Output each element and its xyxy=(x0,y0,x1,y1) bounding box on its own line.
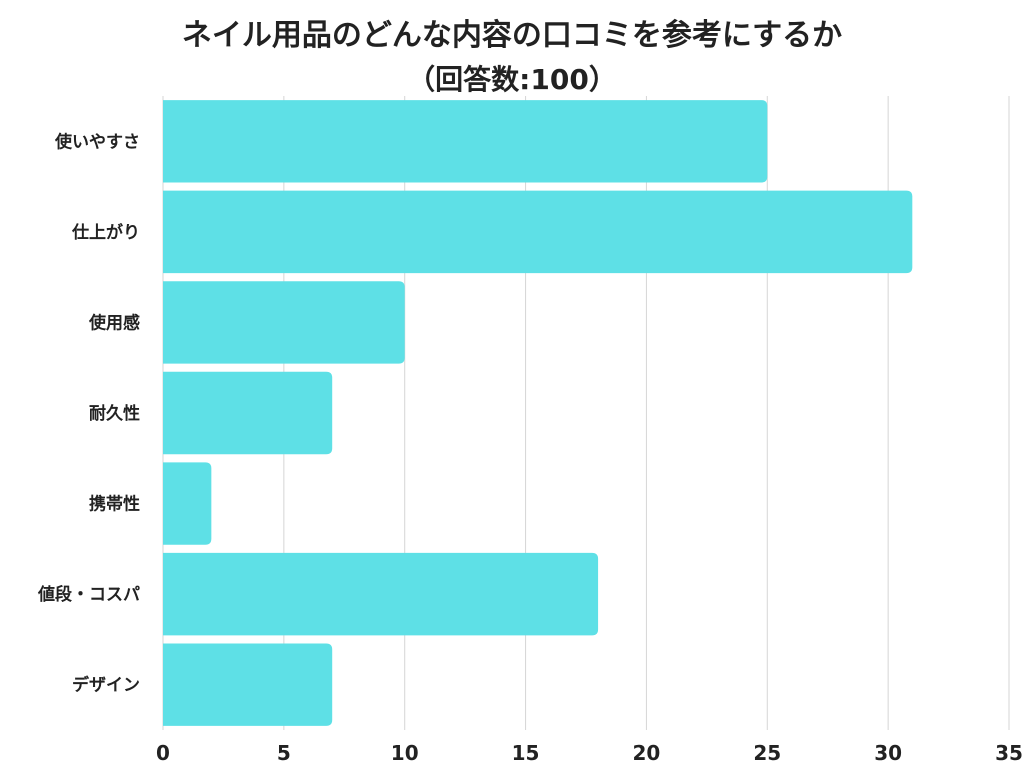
x-tick-label: 10 xyxy=(391,741,419,765)
chart-title: ネイル用品のどんな内容の口コミを参考にするか xyxy=(181,18,843,53)
x-axis: 0 5 10 15 20 25 30 35 xyxy=(156,741,1023,765)
x-tick-label: 0 xyxy=(156,741,170,765)
bar xyxy=(163,643,333,726)
bars xyxy=(163,100,913,726)
category-label: 耐久性 xyxy=(89,403,140,424)
bar xyxy=(163,552,599,636)
bar xyxy=(163,281,405,364)
category-label: 携帯性 xyxy=(89,494,140,515)
x-tick-label: 25 xyxy=(753,741,781,765)
category-label: 使用感 xyxy=(88,312,140,333)
bar xyxy=(163,371,333,455)
x-tick-label: 20 xyxy=(633,741,661,765)
bar xyxy=(163,190,913,274)
bar xyxy=(163,462,212,545)
x-tick-label: 35 xyxy=(995,741,1023,765)
category-label: 仕上がり xyxy=(71,222,140,243)
category-label: 使いやすさ xyxy=(54,131,140,152)
x-tick-label: 30 xyxy=(874,741,902,765)
category-label: デザイン xyxy=(72,675,140,696)
x-tick-label: 5 xyxy=(277,741,291,765)
chart-subtitle: （回答数:100） xyxy=(407,63,617,96)
bar xyxy=(163,100,768,183)
category-label: 値段・コスパ xyxy=(37,584,140,605)
x-tick-label: 15 xyxy=(512,741,540,765)
